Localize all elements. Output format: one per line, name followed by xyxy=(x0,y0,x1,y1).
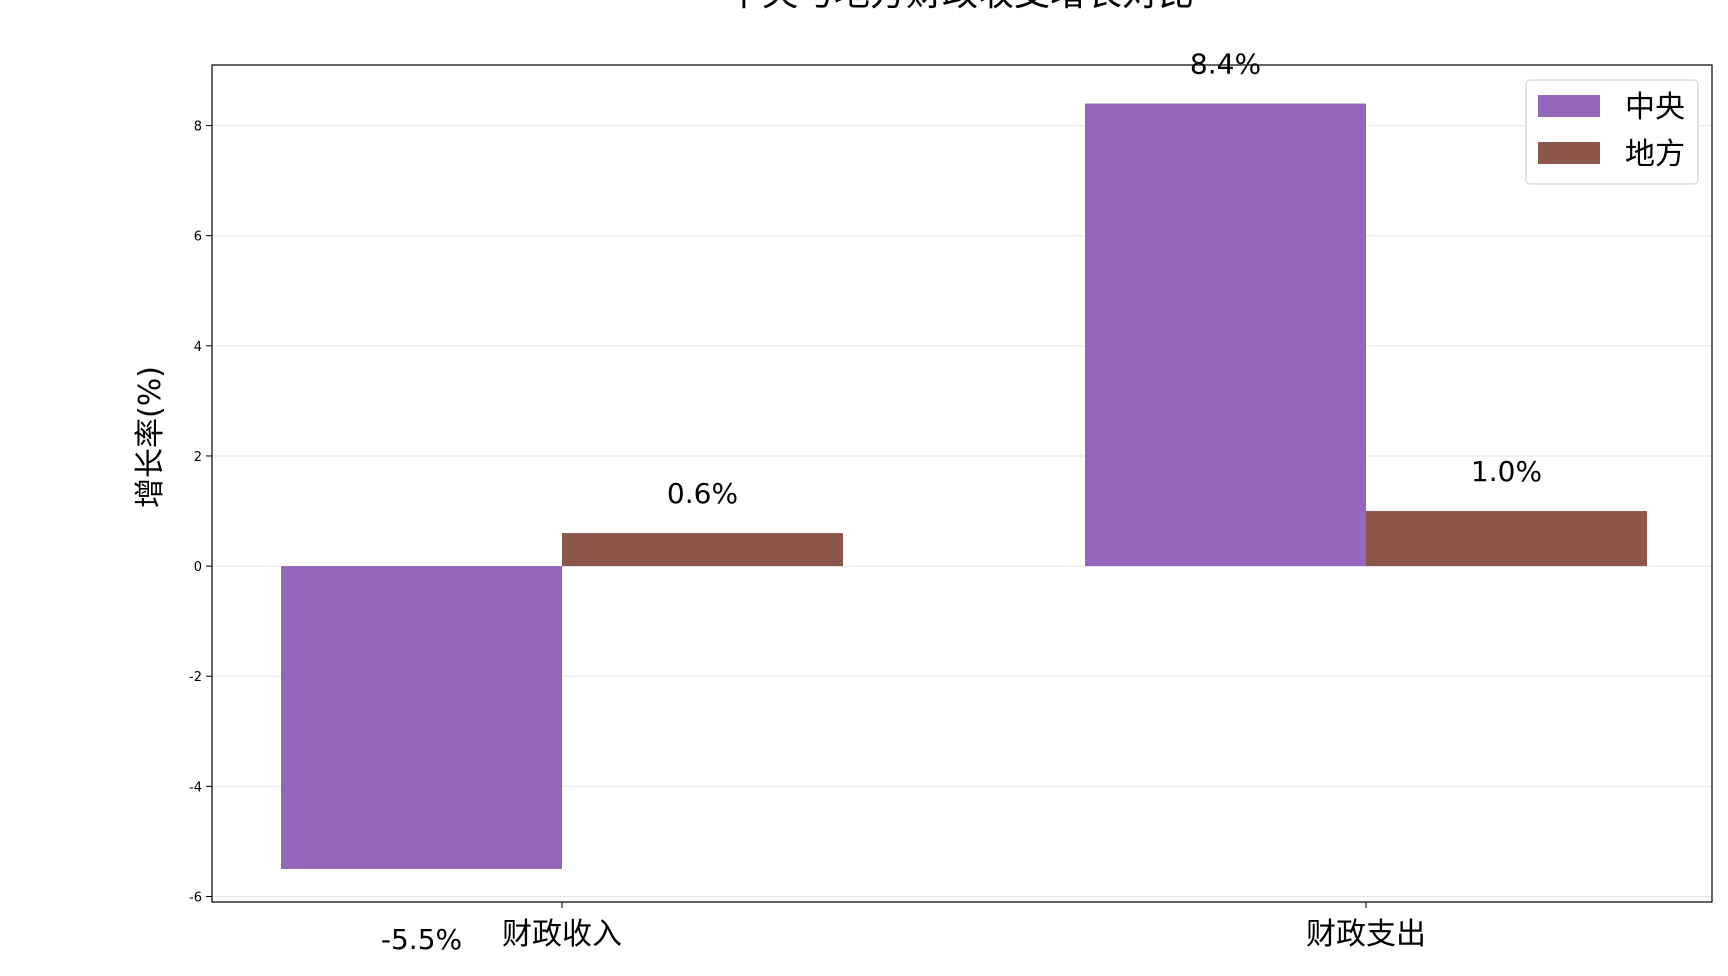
y-tick-label: -6 xyxy=(189,890,202,905)
y-tick-label: 8 xyxy=(194,120,202,135)
chart-title: 中央与地方财政收支增长对比 xyxy=(726,0,1194,14)
x-axis-ticks: 财政收入 财政支出 xyxy=(502,902,1426,952)
legend-swatch xyxy=(1538,142,1600,164)
data-label: 1.0% xyxy=(1471,455,1542,488)
legend-label: 地方 xyxy=(1625,137,1685,172)
plot-frame xyxy=(211,64,1713,903)
y-tick-label: -2 xyxy=(189,670,202,685)
bar xyxy=(562,533,843,567)
legend-swatch xyxy=(1538,95,1600,117)
y-axis-ticks: -6 -4 -2 0 2 4 6 8 xyxy=(189,120,212,905)
x-tick-label: 财政支出 xyxy=(1306,917,1426,952)
data-label: 0.6% xyxy=(667,477,738,510)
x-tick-label: 财政收入 xyxy=(502,917,622,952)
bars xyxy=(281,103,1647,869)
data-labels: -5.5% 0.6% 8.4% 1.0% xyxy=(381,48,1542,956)
legend-label: 中央 xyxy=(1625,90,1685,125)
data-label: -5.5% xyxy=(381,923,462,956)
y-tick-label: 6 xyxy=(194,230,202,245)
y-tick-label: 4 xyxy=(194,340,202,355)
y-tick-label: -4 xyxy=(189,780,202,795)
y-axis-label: 增长率(%) xyxy=(133,366,168,508)
data-label: 8.4% xyxy=(1190,48,1261,81)
y-tick-label: 2 xyxy=(194,450,202,465)
y-tick-label: 0 xyxy=(194,560,202,575)
bar xyxy=(281,566,562,869)
bar xyxy=(1085,103,1366,567)
bar xyxy=(1366,511,1647,567)
